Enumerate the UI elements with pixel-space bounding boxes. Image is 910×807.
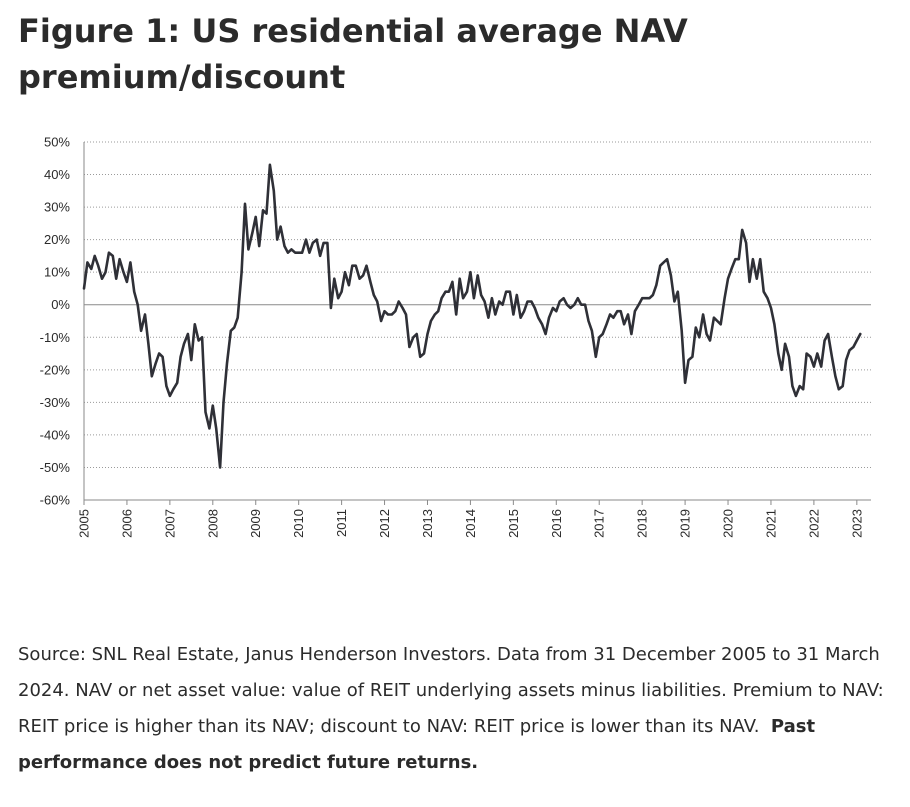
x-tick-label: 2013 (420, 509, 435, 538)
x-tick-label: 2011 (334, 509, 349, 537)
x-tick-label: 2010 (291, 509, 306, 538)
title-line-1: Figure 1: US residential average NAV (18, 12, 688, 50)
x-tick-label: 2009 (248, 509, 263, 538)
x-tick-label: 2014 (463, 509, 478, 538)
axes (83, 142, 871, 505)
x-tick-label: 2020 (721, 509, 736, 538)
y-tick-label: 50% (44, 135, 70, 150)
y-tick-labels: 50% 40% 30% 20% 10% 0% -10% -20% -30% -40% -50% -60… (40, 135, 71, 508)
source-note: Source: SNL Real Estate, Janus Henderson… (18, 637, 898, 781)
y-tick-label: -50% (40, 460, 71, 475)
y-tick-label: 20% (44, 232, 70, 247)
series-line-nav-premium (82, 163, 862, 469)
source-text: Source: SNL Real Estate, Janus Henderson… (18, 644, 884, 737)
x-tick-label: 2019 (678, 509, 693, 538)
y-tick-label: -20% (40, 362, 71, 377)
title-line-2: premium/discount (18, 58, 346, 96)
x-tick-label: 2012 (377, 509, 392, 538)
nav-premium-discount-chart: 50% 40% 30% 20% 10% 0% -10% -20% -30% -40% -50% -60… (40, 135, 871, 538)
x-tick-label: 2006 (119, 509, 134, 538)
x-tick-label: 2005 (77, 509, 92, 538)
series-lines (82, 163, 862, 469)
y-tick-label: -40% (40, 427, 71, 442)
gridlines (84, 141, 871, 501)
x-tick-label: 2017 (592, 509, 607, 538)
performance-disclaimer: Past performance does not predict future… (18, 716, 816, 773)
x-tick-label: 2022 (806, 509, 821, 538)
x-tick-labels: 2005 2006 2007 2008 2009 2010 2011 2012 2013 2014… (77, 509, 865, 538)
y-tick-label: -60% (40, 493, 71, 508)
x-tick-label: 2016 (549, 509, 564, 538)
y-tick-label: -30% (40, 395, 71, 410)
x-tick-label: 2007 (162, 509, 177, 538)
y-tick-label: 0% (51, 297, 70, 312)
x-tick-label: 2008 (205, 509, 220, 538)
x-tick-label: 2021 (763, 509, 778, 538)
x-tick-label: 2023 (849, 509, 864, 538)
y-tick-label: -10% (40, 330, 71, 345)
y-tick-label: 30% (44, 200, 70, 215)
page-title: Figure 1: US residential average NAV pre… (18, 8, 888, 100)
x-tick-label: 2015 (506, 509, 521, 538)
y-tick-label: 10% (44, 265, 70, 280)
x-tick-label: 2018 (635, 509, 650, 538)
y-tick-label: 40% (44, 167, 70, 182)
